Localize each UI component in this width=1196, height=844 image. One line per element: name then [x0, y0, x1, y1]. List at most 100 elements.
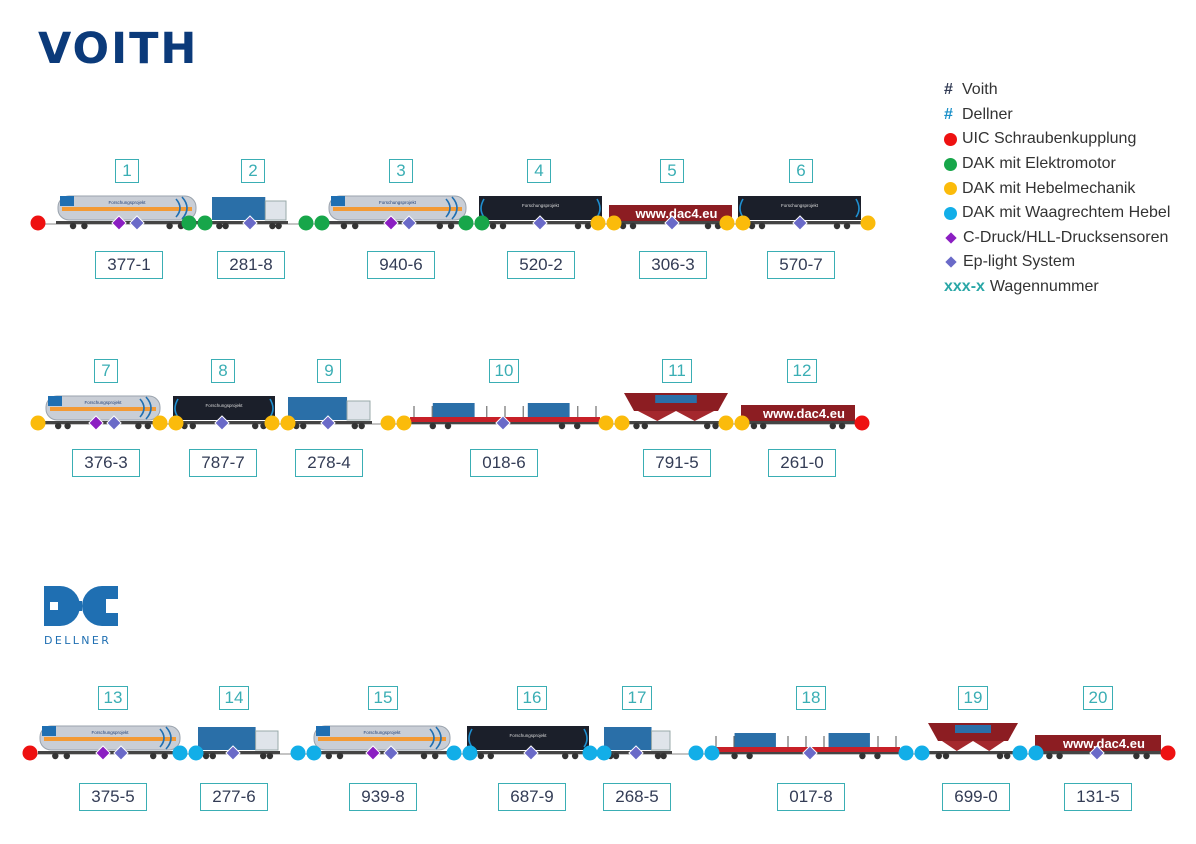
container-blue [288, 397, 348, 420]
wheel [499, 222, 507, 230]
wheel [843, 222, 851, 230]
container-blue [198, 727, 256, 750]
wagon-frame [740, 421, 856, 424]
wheel [444, 422, 452, 430]
wagon-number: 261-0 [768, 449, 836, 477]
wagon-index: 2 [241, 159, 265, 183]
wagon: www.dac4.eu [740, 405, 856, 430]
legend-label: C-Druck/HLL-Drucksensoren [963, 228, 1169, 246]
wheel [54, 422, 62, 430]
train-row: Forschungsprojekt Forschungsprojekt www.da… [30, 393, 870, 431]
wagon [712, 733, 900, 761]
wheel [562, 752, 569, 760]
container-cage [255, 730, 279, 751]
coupler-dot [280, 415, 296, 431]
legend-label: Wagennummer [989, 278, 1099, 296]
c-druck-sensor-icon [383, 215, 399, 231]
wheel [489, 222, 497, 230]
tank-logo [42, 726, 56, 736]
wagon-index: 13 [98, 686, 128, 710]
wheel [269, 222, 276, 230]
coupler-dot [719, 215, 735, 231]
wagon-number: 570-7 [767, 251, 835, 279]
coupler-dot [152, 415, 168, 431]
wagon-index: 14 [219, 686, 249, 710]
wheel [69, 222, 77, 230]
ep-light-icon [320, 415, 336, 431]
boxcar-caption: Forschungsprojekt [781, 203, 819, 208]
wagon-number: 699-0 [942, 783, 1010, 811]
coupler-dot [462, 745, 478, 761]
ep-light-icon [802, 745, 818, 761]
container-cage [346, 400, 371, 421]
ep-light-icon [242, 215, 258, 231]
wheel [150, 752, 157, 760]
legend-label: Ep-light System [963, 253, 1076, 271]
wheel [336, 752, 344, 760]
coupler-dot [264, 415, 280, 431]
wagon [286, 397, 372, 431]
coupler-dot-icon [944, 182, 957, 196]
container-blue [212, 197, 266, 220]
wagon-number: 376-3 [72, 449, 140, 477]
wagon-index: 20 [1083, 686, 1113, 710]
train-row: Forschungsprojekt Forschungsprojekt Forsch… [22, 723, 1176, 761]
coupler-dot [1028, 745, 1044, 761]
wagon-frame [56, 221, 198, 224]
c-druck-sensor-icon [88, 415, 104, 431]
wheel [252, 422, 259, 430]
ep-light-icon [225, 745, 241, 761]
legend-item: C-Druck/HLL-Drucksensoren [944, 226, 1170, 251]
wheel [161, 752, 168, 760]
wagon: Forschungsprojekt [44, 395, 162, 431]
wheel [216, 222, 223, 230]
wheel [325, 752, 332, 760]
legend-item: DAK mit Elektromotor [944, 152, 1170, 177]
wheel [202, 752, 210, 760]
wagon: Forschungsprojekt [466, 726, 590, 761]
tank-caption: Forschungsprojekt [363, 730, 401, 735]
coupler-dot [898, 745, 914, 761]
coupler-dot [197, 215, 213, 231]
wheel [340, 222, 348, 230]
wheel [300, 422, 307, 430]
ep-light-icon [495, 415, 511, 431]
wheel [436, 222, 443, 230]
boxcar-red [741, 405, 855, 421]
tank-caption: Forschungsprojekt [84, 400, 122, 405]
flatcar-container [828, 733, 870, 747]
wheel [574, 222, 582, 230]
wagon-number: 306-3 [639, 251, 707, 279]
boxcar-url: www.dac4.eu [762, 406, 845, 421]
coupler-dot [734, 415, 750, 431]
wagon-index: 16 [517, 686, 547, 710]
coupler-dot [30, 215, 46, 231]
wheel [874, 752, 881, 760]
wagon-number: 017-8 [777, 783, 845, 811]
wheel [859, 752, 866, 760]
coupler-dot [22, 745, 38, 761]
wagon-number: 278-4 [295, 449, 363, 477]
wagon-number: 687-9 [498, 783, 566, 811]
wagon-number: 940-6 [367, 251, 435, 279]
coupler-dot [860, 215, 876, 231]
legend-item: DAK mit Waagrechtem Hebel [944, 201, 1170, 226]
wagon [624, 393, 728, 430]
hash-symbol: # [944, 105, 953, 123]
coupler-dot [590, 215, 606, 231]
dellner-dc-icon [44, 586, 118, 626]
ep-light-icon [383, 745, 399, 761]
tank-logo [331, 196, 345, 206]
wagon-number: 939-8 [349, 783, 417, 811]
coupler-dot [474, 215, 490, 231]
wifi-arcs [175, 196, 188, 220]
coupler-dot [314, 215, 330, 231]
wagon-number: 375-5 [79, 783, 147, 811]
wheel [746, 752, 753, 760]
wagon-number-symbol: xxx-x [944, 278, 985, 296]
hopper-chutes [638, 411, 714, 421]
train-row: Forschungsprojekt Forschungsprojekt Forsch… [30, 195, 876, 231]
wagon-number: 377-1 [95, 251, 163, 279]
coupler-dot [446, 745, 462, 761]
